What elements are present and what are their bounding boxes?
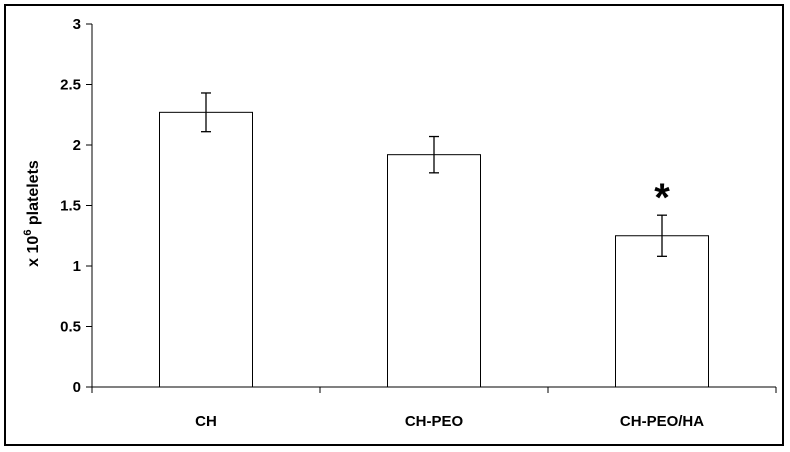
y-axis-label-superscript: 6	[22, 230, 34, 236]
x-tick-label: CH-PEO/HA	[620, 413, 704, 430]
y-axis-label: x 106 platelets	[22, 160, 42, 267]
significance-marker: *	[654, 176, 670, 220]
y-axis-label-prefix: x 10	[25, 236, 42, 267]
y-tick-label: 0.5	[60, 319, 81, 336]
y-ticks: 0 0.5 1 1.5 2 2.5 3	[60, 16, 92, 396]
bar-ch-peo-ha	[615, 235, 709, 388]
y-tick-label: 1.5	[60, 198, 81, 215]
y-tick-label: 3	[73, 16, 81, 33]
y-tick-label: 2	[73, 137, 81, 154]
x-tick-label: CH	[195, 413, 217, 430]
x-tick-labels: CH CH-PEO CH-PEO/HA	[91, 387, 777, 430]
y-tick-label: 2.5	[60, 77, 81, 94]
y-axis-label-suffix: platelets	[25, 160, 42, 229]
bars: *	[159, 92, 709, 388]
x-tick-label: CH-PEO	[405, 413, 464, 430]
y-tick-label: 1	[73, 258, 81, 275]
bar-ch	[159, 111, 253, 388]
y-tick-label: 0	[73, 379, 81, 396]
bar-ch-peo	[387, 154, 481, 388]
